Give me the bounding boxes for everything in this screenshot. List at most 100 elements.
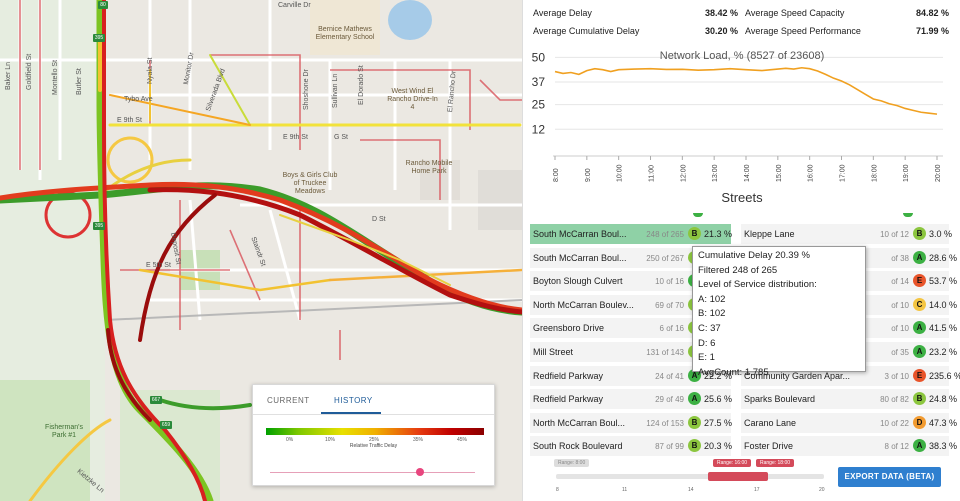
tooltip-line: AvgCount: 1.785 [698, 366, 769, 378]
range-tick: 14 [688, 487, 694, 493]
street-name: Community Garden Apar... [744, 370, 851, 381]
average-speed-capacity-label: Average Speed Capacity [745, 8, 845, 18]
street-delay-pct: 28.6 % [929, 252, 958, 263]
street-count: 3 of 10 [884, 371, 909, 381]
scrolled-row-indicator [693, 213, 703, 217]
street-row[interactable]: Redfield Parkway 29 of 49 A 25.6 % [530, 389, 732, 410]
traffic-delay-legend-bar [266, 428, 484, 435]
street-delay-pct: 24.8 % [929, 394, 958, 405]
average-speed-capacity-value: 84.82 % [915, 8, 949, 18]
street-count: 248 of 265 [646, 230, 684, 239]
x-tick-label: 17:00 [840, 164, 847, 182]
legend-tick: 25% [369, 437, 380, 443]
average-delay-value: 38.42 % [704, 8, 738, 18]
tab-history[interactable]: HISTORY [334, 396, 373, 405]
time-slider-thumb[interactable] [415, 468, 424, 476]
highway-shield: 80 [98, 1, 108, 9]
tooltip-line: B: 102 [698, 308, 726, 320]
map-label-e9th: E 9th St [117, 117, 142, 124]
map-label-goldfield: Goldfield St [26, 53, 33, 90]
tab-current[interactable]: CURRENT [267, 396, 310, 405]
street-name: Foster Drive [744, 441, 794, 452]
street-count: 8 of 12 [884, 442, 909, 452]
los-badge: E [913, 274, 926, 288]
los-badge: A [913, 439, 926, 453]
street-delay-pct: 38.3 % [929, 441, 958, 452]
export-data-button[interactable]: EXPORT DATA (BETA) [838, 467, 941, 487]
street-row[interactable]: Kleppe Lane 10 of 12 B 3.0 % [741, 224, 952, 244]
range-tick: 8 [556, 487, 559, 493]
street-delay-pct: 22.2 % [704, 370, 733, 381]
time-range-selection[interactable] [708, 472, 768, 481]
street-name: Mill Street [533, 347, 574, 357]
street-count: 24 of 41 [655, 371, 684, 381]
tooltip-line: Level of Service distribution: [698, 279, 817, 291]
traffic-map[interactable]: Carville Dr Bernice Mathews Elementary S… [0, 0, 522, 501]
map-canvas[interactable] [0, 0, 522, 501]
street-count: 6 of 16 [659, 324, 684, 334]
map-label-shoshone: Shoshone Dr [303, 69, 310, 110]
streets-title: Streets [721, 190, 763, 205]
street-row[interactable]: Redfield Parkway 24 of 41 A 22.2 % [530, 365, 733, 386]
street-row[interactable]: South Rock Boulevard 87 of 99 B 20.3 % [530, 436, 733, 457]
map-poi-fishermans: Fisherman's Park #1 [45, 424, 83, 439]
highway-shield: 667 [150, 396, 162, 404]
legend-title: Relative Traffic Delay [349, 443, 398, 449]
tab-divider [253, 414, 494, 415]
street-name: North McCarran Boul... [533, 417, 626, 428]
legend-tick: 35% [413, 437, 424, 443]
average-speed-performance-value: 71.99 % [915, 26, 949, 36]
street-delay-pct: 20.3 % [704, 441, 733, 452]
street-row[interactable]: Sparks Boulevard 80 of 82 B 24.8 % [741, 389, 958, 410]
street-delay-pct: 21.3 % [704, 229, 733, 239]
x-tick-label: 8:00 [553, 168, 560, 182]
street-row[interactable]: Carano Lane 10 of 22 D 47.3 % [741, 412, 957, 433]
street-count: 69 of 70 [655, 300, 684, 310]
highway-shield: 395 [93, 34, 105, 42]
los-badge: C [913, 297, 926, 311]
street-count: 124 of 153 [646, 418, 684, 428]
x-tick-label: 20:00 [935, 164, 942, 182]
time-range-area: Range: 8:00 Range: 16:00 Range: 18:00 8 … [522, 450, 960, 501]
map-tabs: CURRENT HISTORY [253, 385, 494, 415]
y-tick-label: 25 [532, 98, 546, 112]
los-badge: B [688, 227, 701, 240]
street-count: of 10 [891, 300, 909, 310]
map-poi-school: Bernice Mathews Elementary School [315, 26, 375, 41]
los-badge: B [913, 392, 926, 406]
street-name: South Rock Boulevard [533, 441, 623, 452]
y-tick-label: 12 [532, 122, 546, 136]
street-name: Greensboro Drive [533, 323, 605, 334]
street-name: Kleppe Lane [744, 229, 795, 239]
street-row[interactable]: North McCarran Boul... 124 of 153 B 27.5 % [530, 412, 733, 433]
map-label-nyala: Nyala St [147, 57, 154, 84]
legend-tick: 10% [325, 437, 336, 443]
street-count: 10 of 12 [880, 230, 909, 239]
tooltip-line: C: 37 [698, 322, 721, 334]
x-tick-label: 12:00 [680, 164, 687, 182]
tooltip-line: A: 102 [698, 293, 726, 305]
street-count: 80 of 82 [880, 395, 909, 405]
street-tooltip: Cumulative Delay 20.39 % Filtered 248 of… [692, 246, 866, 378]
street-count: of 35 [891, 348, 909, 357]
map-label-sullivan: Sullivan Ln [332, 73, 339, 108]
street-row[interactable]: South McCarran Boul... 248 of 265 B 21.3 % [530, 224, 733, 244]
street-count: 131 of 143 [646, 348, 684, 357]
map-label-carville: Carville Dr [278, 2, 311, 9]
map-label-dst: D St [372, 216, 386, 223]
street-name: Redfield Parkway [533, 370, 604, 381]
street-count: of 14 [891, 277, 909, 287]
street-count: of 38 [891, 253, 909, 263]
street-count: 10 of 22 [880, 418, 909, 428]
street-delay-pct: 27.5 % [704, 417, 733, 428]
map-label-e9th-2: E 9th St [283, 134, 308, 141]
map-label-tybo: Tybo Ave [124, 96, 153, 103]
street-count: 250 of 267 [646, 253, 684, 263]
map-poi-boys-girls: Boys & Girls Club of Truckee Meadows [282, 172, 338, 195]
street-row[interactable]: Foster Drive 8 of 12 A 38.3 % [741, 436, 958, 457]
street-name: South McCarran Boul... [533, 229, 627, 239]
tooltip-line: Filtered 248 of 265 [698, 264, 778, 276]
time-range-track[interactable] [556, 474, 824, 479]
time-slider-track[interactable] [270, 472, 475, 473]
